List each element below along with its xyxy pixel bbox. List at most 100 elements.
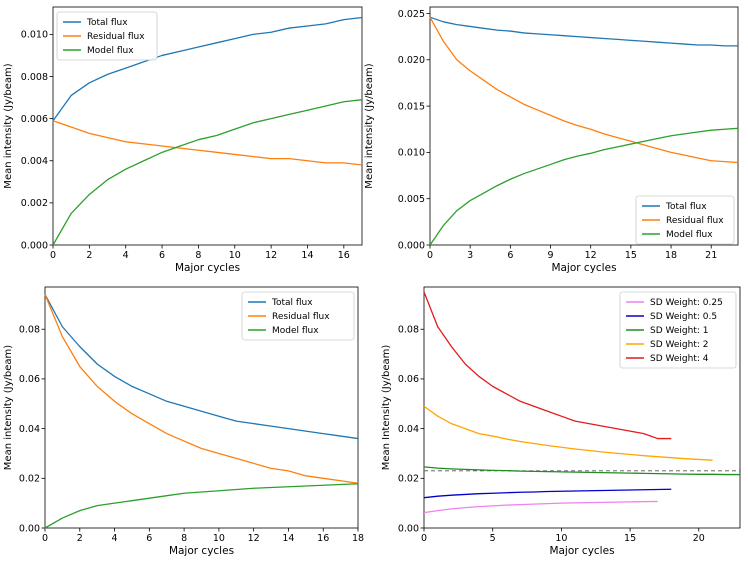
y-tick-label: 0.08 bbox=[398, 325, 419, 336]
series-line-sd-weight-2 bbox=[423, 405, 713, 461]
y-tick-label: 0.04 bbox=[398, 424, 419, 435]
plot-frame bbox=[423, 286, 741, 529]
x-tick-label: 2 bbox=[77, 533, 83, 544]
x-tick-label: 12 bbox=[248, 533, 260, 544]
legend-box bbox=[56, 11, 158, 61]
y-tick-label: 0.02 bbox=[398, 474, 419, 485]
x-tick-label: 6 bbox=[146, 533, 152, 544]
x-tick-label: 6 bbox=[159, 250, 165, 261]
series-line-total-flux bbox=[52, 16, 363, 122]
legend-label: Total flux bbox=[271, 298, 313, 308]
legend-label: Model flux bbox=[272, 326, 319, 336]
series-line-model-flux bbox=[429, 127, 739, 246]
y-tick-label: 0.00 bbox=[19, 523, 40, 534]
series-line-total-flux bbox=[429, 16, 738, 47]
x-tick-label: 6 bbox=[507, 250, 513, 261]
x-tick-label: 15 bbox=[624, 533, 636, 544]
plot-frame bbox=[429, 6, 739, 246]
x-tick-label: 3 bbox=[467, 250, 473, 261]
legend-label: Total flux bbox=[86, 18, 128, 28]
legend-label: Residual flux bbox=[666, 216, 724, 226]
legend-label: Model flux bbox=[87, 46, 134, 56]
series-line-residual-flux bbox=[429, 16, 739, 164]
y-tick-label: 0.002 bbox=[21, 198, 48, 209]
legend-label: Model flux bbox=[666, 230, 713, 240]
x-tick-label: 18 bbox=[665, 250, 677, 261]
x-tick-label: 14 bbox=[301, 250, 313, 261]
legend-label: SD Weight: 0.5 bbox=[650, 312, 717, 322]
x-tick-label: 15 bbox=[625, 250, 637, 261]
series-line-residual-flux bbox=[44, 294, 359, 484]
chart-panel-4: 0 5 10 15 20 0.00 0.02 0.04 0.06 0.08 Major cycles… bbox=[381, 286, 741, 557]
legend-label: SD Weight: 0.25 bbox=[650, 298, 723, 308]
y-tick-label: 0.000 bbox=[398, 240, 425, 251]
y-tick-label: 0.006 bbox=[21, 114, 48, 125]
legend-box bbox=[619, 291, 737, 369]
chart-panel-1: 0 2 4 6 8 10 12 14 16 0.000 0.002 0.004 0.006 0.008 0.… bbox=[3, 6, 363, 274]
x-tick-label: 10 bbox=[213, 533, 225, 544]
x-tick-label: 0 bbox=[42, 533, 48, 544]
x-tick-label: 9 bbox=[547, 250, 553, 261]
y-tick-label: 0.00 bbox=[398, 523, 419, 534]
y-tick-label: 0.010 bbox=[21, 30, 48, 41]
x-axis-label: Major cycles bbox=[551, 262, 616, 274]
x-tick-label: 10 bbox=[229, 250, 241, 261]
x-tick-label: 21 bbox=[705, 250, 717, 261]
series-line-sd-weight-0-25 bbox=[423, 500, 658, 514]
x-axis-label: Major cycles bbox=[169, 545, 234, 557]
x-tick-label: 16 bbox=[317, 533, 329, 544]
x-tick-label: 16 bbox=[338, 250, 350, 261]
y-tick-label: 0.004 bbox=[21, 156, 48, 167]
y-tick-label: 0.08 bbox=[19, 325, 40, 336]
legend-box bbox=[241, 291, 355, 341]
x-tick-label: 12 bbox=[265, 250, 277, 261]
series-line-sd-weight-1 bbox=[423, 466, 740, 476]
y-tick-label: 0.015 bbox=[398, 101, 425, 112]
y-axis-label: Mean intensity (Jy/beam) bbox=[3, 63, 14, 188]
x-tick-label: 0 bbox=[427, 250, 433, 261]
y-tick-label: 0.008 bbox=[21, 72, 48, 83]
y-axis-label: Mean Intensity (Jy/beam) bbox=[381, 345, 392, 471]
y-axis-label: Mean intensity (Jy/beam) bbox=[3, 345, 14, 470]
y-tick-label: 0.06 bbox=[19, 374, 40, 385]
series-line-sd-weight-0-5 bbox=[423, 488, 672, 499]
legend-label: SD Weight: 1 bbox=[650, 326, 708, 336]
x-tick-label: 2 bbox=[86, 250, 92, 261]
series-line-model-flux bbox=[52, 99, 363, 246]
y-tick-label: 0.06 bbox=[398, 374, 419, 385]
legend-label: SD Weight: 2 bbox=[650, 340, 708, 350]
plot-frame bbox=[44, 286, 359, 529]
plot-frame bbox=[52, 6, 363, 246]
legend-label: Residual flux bbox=[87, 32, 145, 42]
x-tick-label: 8 bbox=[195, 250, 201, 261]
y-tick-label: 0.02 bbox=[19, 474, 40, 485]
series-line-sd-weight-4 bbox=[423, 291, 672, 440]
x-axis-label: Major cycles bbox=[175, 262, 240, 274]
y-axis-label: Mean intensity (Jy/beam) bbox=[364, 63, 375, 188]
x-axis-label: Major cycles bbox=[549, 545, 614, 557]
y-tick-label: 0.020 bbox=[398, 55, 425, 66]
y-tick-label: 0.010 bbox=[398, 148, 425, 159]
y-tick-label: 0.000 bbox=[21, 240, 48, 251]
x-tick-label: 14 bbox=[282, 533, 294, 544]
x-tick-label: 18 bbox=[352, 533, 364, 544]
series-line-residual-flux bbox=[52, 120, 363, 166]
legend-label: Total flux bbox=[665, 202, 707, 212]
chart-panel-3: 0 2 4 6 8 10 12 14 16 18 0.00 0.02 0.04 0.06 0.08 Major… bbox=[3, 286, 364, 557]
series-line-model-flux bbox=[44, 483, 359, 529]
y-tick-label: 0.005 bbox=[398, 194, 425, 205]
y-tick-label: 0.025 bbox=[398, 9, 425, 20]
x-tick-label: 0 bbox=[421, 533, 427, 544]
x-tick-label: 12 bbox=[585, 250, 597, 261]
x-tick-label: 10 bbox=[555, 533, 567, 544]
x-tick-label: 5 bbox=[490, 533, 496, 544]
y-tick-label: 0.04 bbox=[19, 424, 40, 435]
x-tick-label: 4 bbox=[112, 533, 118, 544]
chart-panel-2: 0 3 6 9 12 15 18 21 0.000 0.005 0.010 0.015 0.020 0.0… bbox=[364, 6, 739, 274]
series-line-total-flux bbox=[44, 294, 359, 440]
x-tick-label: 20 bbox=[693, 533, 705, 544]
legend-box bbox=[635, 195, 735, 245]
x-tick-label: 4 bbox=[123, 250, 129, 261]
x-tick-label: 8 bbox=[181, 533, 187, 544]
x-tick-label: 0 bbox=[50, 250, 56, 261]
